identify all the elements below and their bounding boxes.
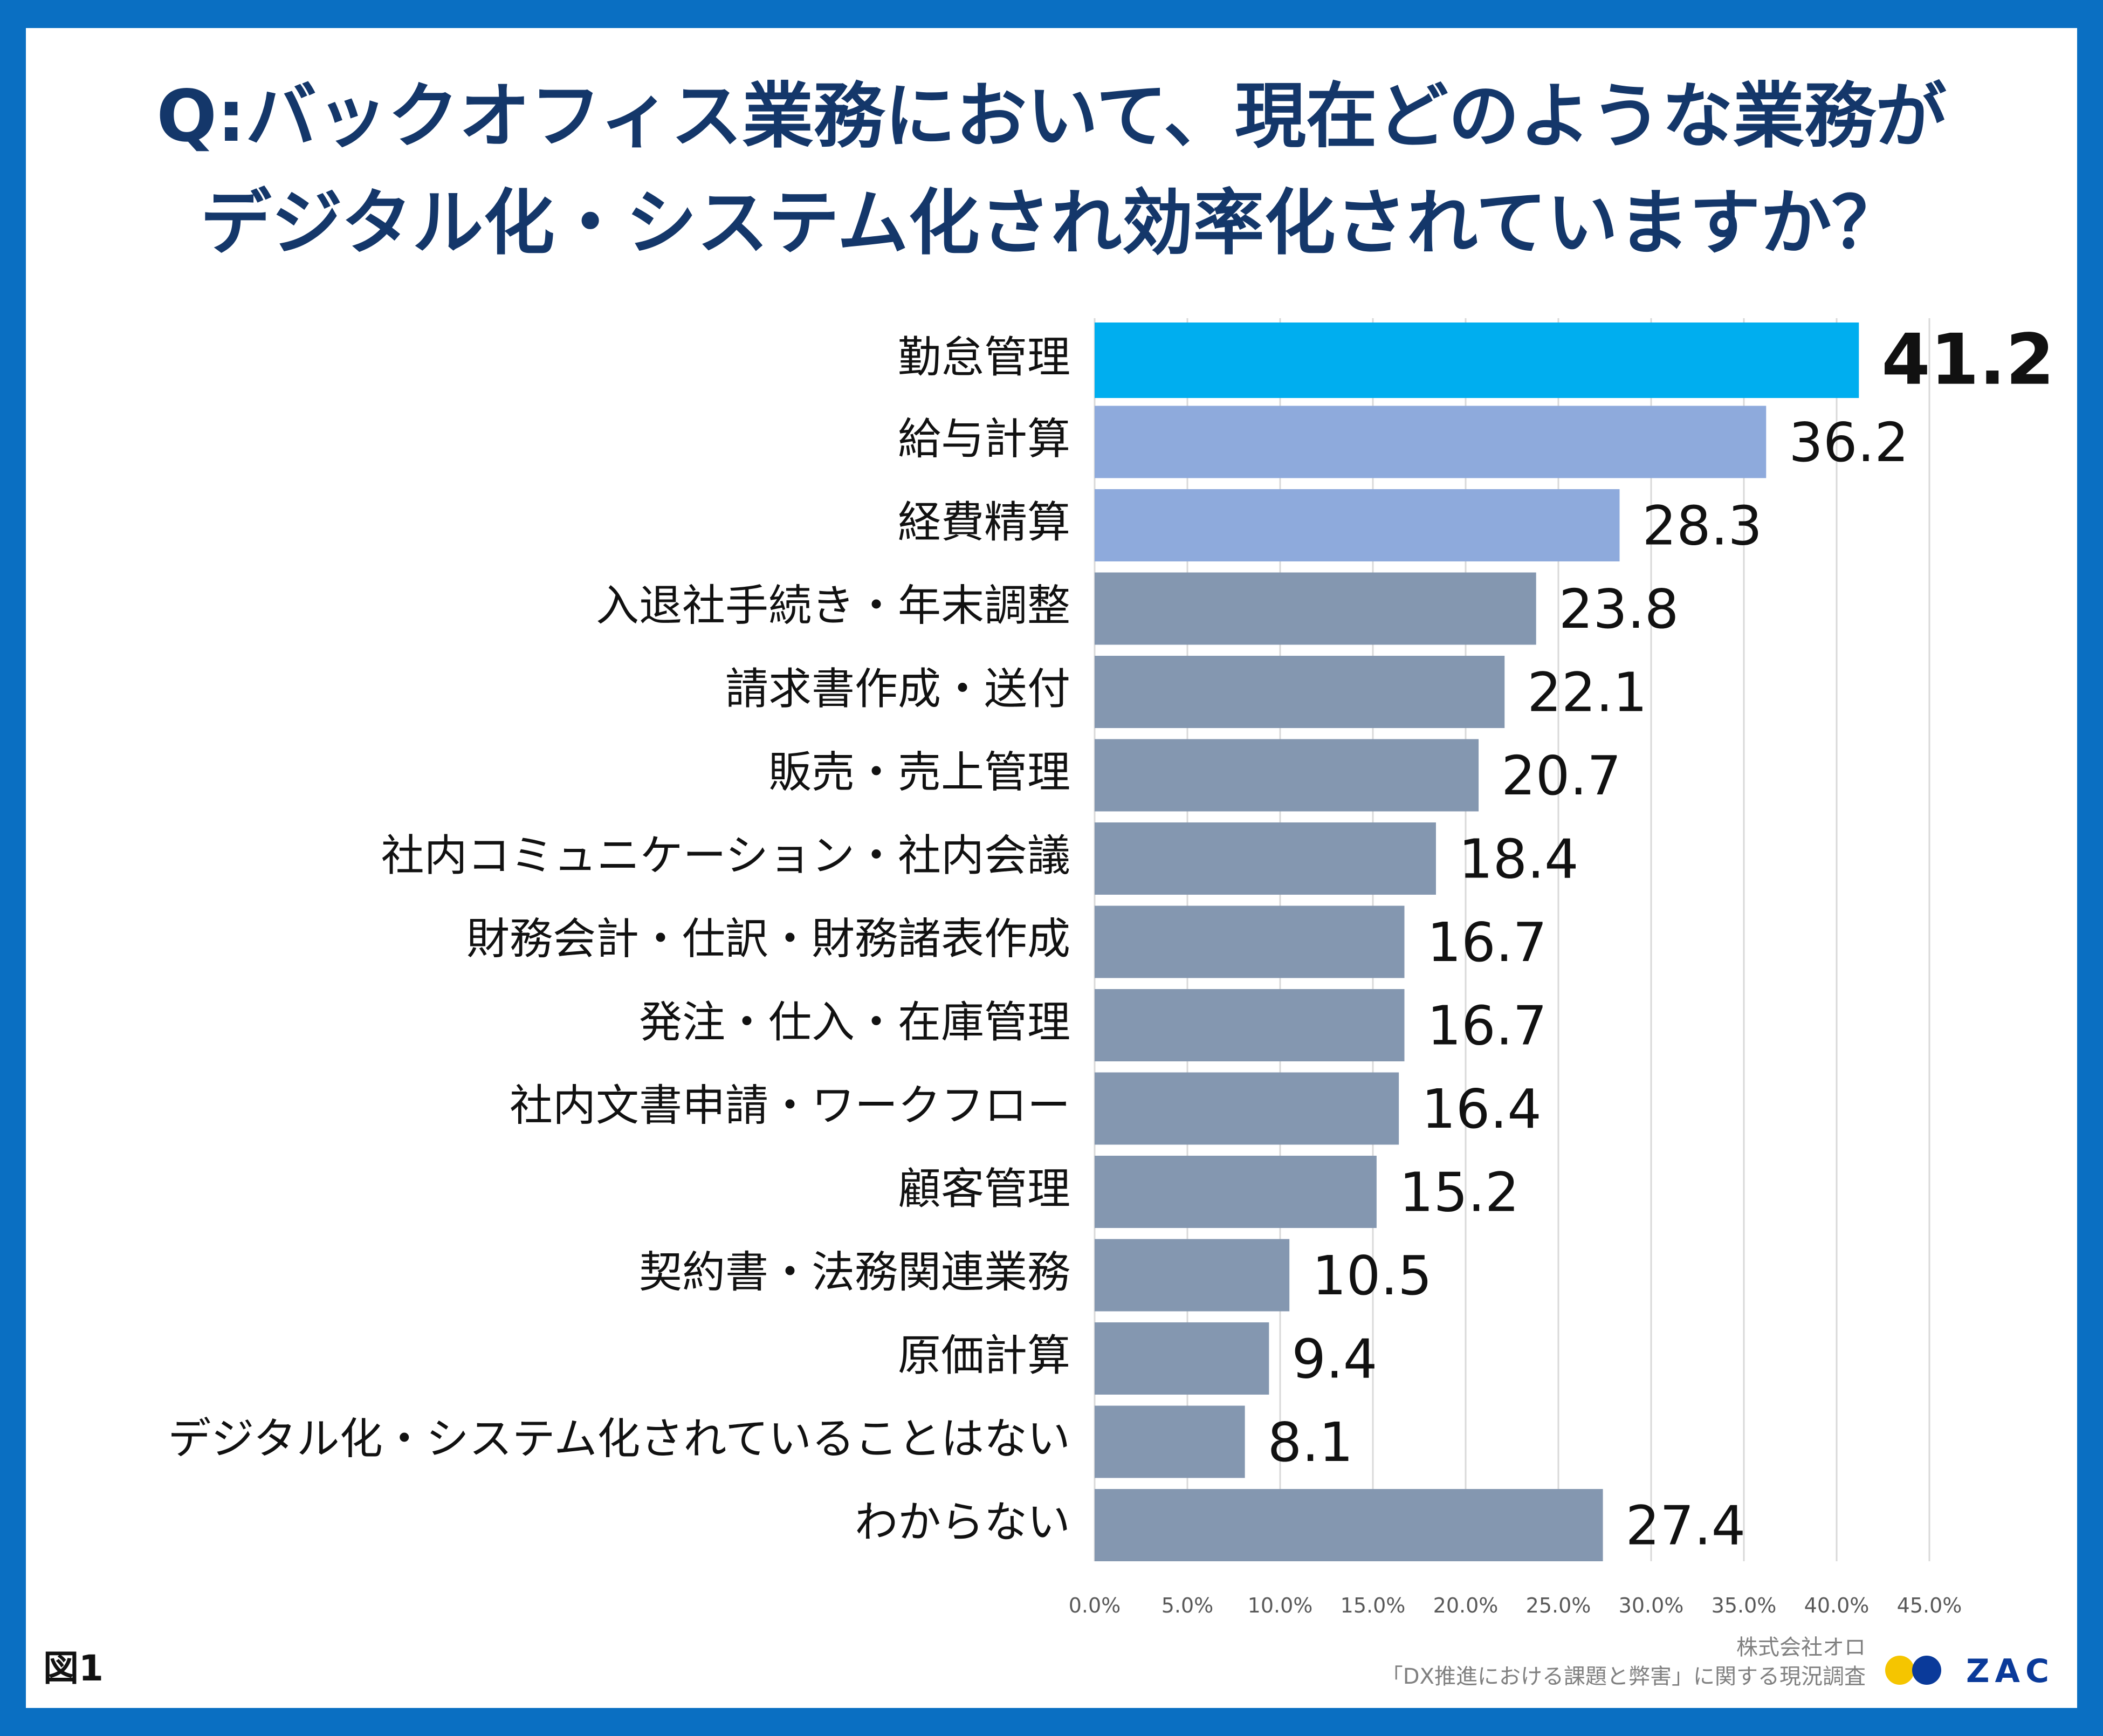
x-tick-label: 30.0%	[1619, 1594, 1684, 1617]
logo-blue-dot	[1912, 1656, 1941, 1685]
data-label: 41.2	[1881, 319, 2054, 401]
category-label: 経費精算	[898, 497, 1070, 547]
chart-frame	[26, 28, 2077, 1708]
bar	[1095, 989, 1405, 1061]
chart-title-line-1: Q:バックオフィス業務において、現在どのような業務が	[0, 81, 2103, 155]
category-label: 原価計算	[898, 1330, 1070, 1381]
x-tick-label: 25.0%	[1526, 1594, 1591, 1617]
bar	[1095, 1322, 1269, 1395]
x-tick-label: 45.0%	[1897, 1594, 1962, 1617]
bar	[1095, 739, 1479, 812]
x-tick-label: 20.0%	[1433, 1594, 1499, 1617]
bar	[1095, 406, 1767, 478]
category-label: 財務会計・仕訳・財務諸表作成	[466, 914, 1070, 964]
chart-title-line-2: デジタル化・システム化され効率化されていますか？	[0, 188, 2103, 262]
x-tick-label: 5.0%	[1162, 1594, 1214, 1617]
category-label: 顧客管理	[898, 1164, 1070, 1214]
x-tick-label: 15.0%	[1341, 1594, 1406, 1617]
data-label: 23.8	[1559, 578, 1679, 641]
bar	[1095, 656, 1505, 728]
logo-text: ZAC	[1966, 1652, 2054, 1690]
data-label: 16.7	[1427, 994, 1547, 1057]
bar	[1095, 1156, 1377, 1228]
category-label: 勤怠管理	[898, 332, 1070, 382]
bar	[1095, 489, 1620, 561]
bar	[1095, 1489, 1603, 1561]
data-label: 20.7	[1501, 744, 1621, 807]
category-label: 入退社手続き・年末調整	[596, 580, 1070, 630]
bar	[1095, 1405, 1245, 1478]
bar	[1095, 1239, 1290, 1312]
category-label: 発注・仕入・在庫管理	[639, 997, 1070, 1047]
zac-logo: ZAC	[1885, 1651, 2063, 1690]
category-label: 社内文書申請・ワークフロー	[510, 1080, 1070, 1130]
data-label: 16.4	[1421, 1078, 1542, 1141]
category-label: 社内コミュニケーション・社内会議	[381, 831, 1070, 881]
data-label: 10.5	[1312, 1244, 1432, 1307]
source-survey: 「DX推進における課題と弊害」に関する現況調査	[1381, 1664, 1866, 1689]
category-label: 契約書・法務関連業務	[639, 1247, 1070, 1297]
data-label: 15.2	[1399, 1161, 1520, 1224]
bar	[1095, 572, 1536, 645]
figure-label: 図1	[43, 1648, 104, 1689]
source-company: 株式会社オロ	[1736, 1635, 1866, 1660]
bar	[1095, 1072, 1399, 1145]
x-tick-label: 10.0%	[1248, 1594, 1313, 1617]
data-label: 27.4	[1626, 1494, 1746, 1557]
category-label: 販売・売上管理	[768, 747, 1070, 797]
data-label: 22.1	[1527, 661, 1647, 724]
data-label: 28.3	[1642, 494, 1763, 557]
logo-yellow-dot	[1885, 1656, 1914, 1685]
bar	[1095, 905, 1405, 978]
data-label: 18.4	[1459, 827, 1579, 890]
data-label: 9.4	[1291, 1327, 1377, 1390]
source-note: 株式会社オロ 「DX推進における課題と弊害」に関する現況調査	[1382, 1633, 1866, 1691]
category-label: 請求書作成・送付	[725, 664, 1070, 714]
x-tick-label: 0.0%	[1069, 1594, 1121, 1617]
category-label: デジタル化・システム化されていることはない	[168, 1413, 1070, 1464]
category-label: 給与計算	[898, 414, 1070, 464]
x-tick-label: 40.0%	[1804, 1594, 1870, 1617]
x-tick-label: 35.0%	[1712, 1594, 1777, 1617]
data-label: 36.2	[1789, 411, 1909, 474]
data-label: 8.1	[1268, 1411, 1353, 1474]
data-label: 16.7	[1427, 911, 1547, 974]
category-label: わからない	[855, 1497, 1070, 1547]
bar	[1095, 822, 1436, 895]
bar	[1095, 323, 1859, 398]
